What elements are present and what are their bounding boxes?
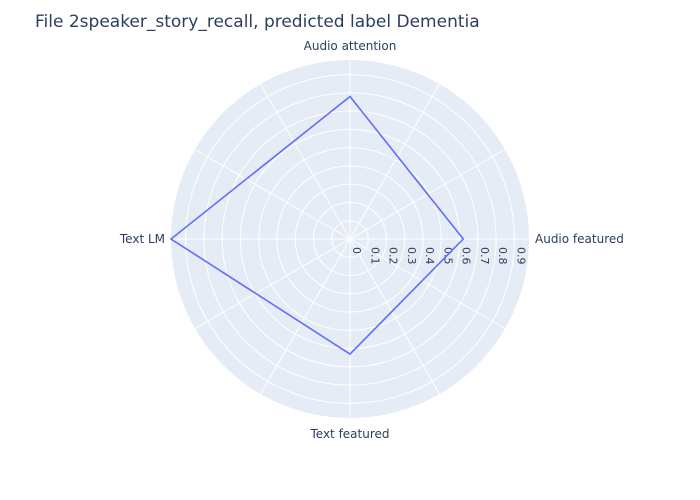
grid-spoke — [194, 238, 351, 329]
radial-tick-label: 0.3 — [405, 247, 418, 265]
grid-spoke — [194, 149, 351, 240]
grid-spoke — [349, 238, 440, 395]
series-layer — [169, 95, 465, 356]
chart-title: File 2speaker_story_recall, predicted la… — [35, 12, 480, 32]
grid-spoke — [349, 83, 440, 240]
grid-spoke — [260, 238, 351, 395]
radial-tick-label: 0.1 — [368, 247, 381, 265]
grid-spoke — [260, 83, 351, 240]
radial-tick-label: 0.9 — [514, 247, 527, 265]
axis-labels: Audio attention Audio featured Text featur… — [119, 39, 624, 441]
radial-tick-label: 0.2 — [387, 247, 400, 265]
axis-label: Audio featured — [535, 232, 624, 246]
series-line — [169, 95, 465, 356]
radial-tick-label: 0.6 — [460, 247, 473, 265]
axis-label: Text featured — [309, 427, 389, 441]
radial-tick-label: 0.7 — [478, 247, 491, 265]
axis-label: Audio attention — [304, 39, 397, 53]
axis-label: Text LM — [119, 232, 165, 246]
radial-tick-label: 0.4 — [423, 247, 436, 265]
radial-tick-labels: 0 0.1 0.2 0.3 0.4 0.5 0.6 0.7 0.8 0.9 — [350, 247, 527, 265]
grid-spoke — [349, 238, 506, 329]
radial-tick-label: 0 — [350, 247, 363, 254]
radial-tick-label: 0.8 — [496, 247, 509, 265]
polar-grid — [171, 60, 529, 418]
